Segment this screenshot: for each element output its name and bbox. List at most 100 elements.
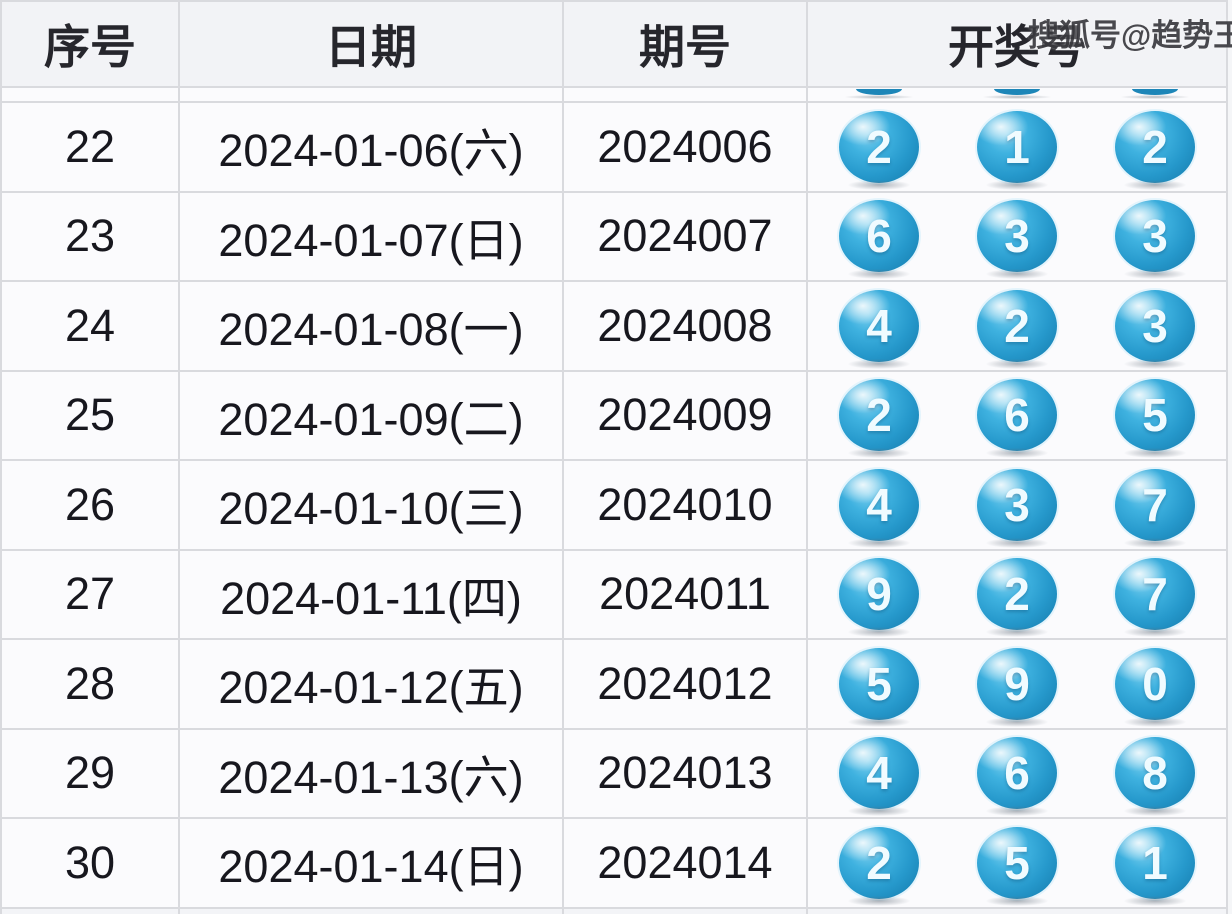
ball-number: 3 (1004, 210, 1030, 263)
lottery-ball: 4 (839, 289, 919, 369)
ball-number: 2 (866, 120, 892, 173)
date-cell: 2024-01-09(二) (180, 371, 564, 461)
ball-number: 4 (866, 478, 892, 531)
table-row: 27 2024-01-11(四) 2024011 9 2 7 (2, 550, 1228, 640)
column-header-numbers: 开奖号 (808, 2, 1228, 88)
lottery-ball: 7 (1115, 468, 1195, 548)
balls-cell: 9 2 7 (808, 550, 1228, 640)
ball-number: 1 (1142, 836, 1168, 889)
balls-cell (808, 88, 1228, 103)
partial-previous-row (2, 88, 1228, 103)
ball-number: 7 (1142, 568, 1168, 621)
balls-cell: 6 3 3 (808, 192, 1228, 282)
seq-cell: 22 (2, 103, 180, 193)
partial-next-row (2, 908, 1228, 914)
seq-cell: 29 (2, 729, 180, 819)
table-row: 23 2024-01-07(日) 2024007 6 3 3 (2, 192, 1228, 282)
ball-number: 5 (1142, 389, 1168, 442)
ball-number: 2 (1004, 568, 1030, 621)
period-cell: 2024011 (564, 550, 808, 640)
seq-cell (2, 88, 180, 103)
period-cell: 2024006 (564, 103, 808, 193)
balls-cell: 4 2 3 (808, 282, 1228, 372)
ball-number: 2 (1004, 299, 1030, 352)
column-header-date: 日期 (180, 2, 564, 88)
ball-number: 9 (1004, 657, 1030, 710)
table-row: 22 2024-01-06(六) 2024006 2 1 2 (2, 103, 1228, 193)
table-header-row: 序号 日期 期号 开奖号 (2, 2, 1228, 88)
balls-cell: 4 6 8 (808, 729, 1228, 819)
balls-cell: 5 9 0 (808, 640, 1228, 730)
table-row: 29 2024-01-13(六) 2024013 4 6 8 (2, 729, 1228, 819)
seq-cell: 30 (2, 819, 180, 909)
period-cell (564, 88, 808, 103)
ball-remnant (977, 88, 1057, 99)
period-cell: 2024009 (564, 371, 808, 461)
date-cell: 2024-01-10(三) (180, 461, 564, 551)
ball-number: 4 (866, 747, 892, 800)
lottery-ball: 3 (1115, 289, 1195, 369)
table-row: 28 2024-01-12(五) 2024012 5 9 0 (2, 640, 1228, 730)
seq-cell: 25 (2, 371, 180, 461)
lottery-ball: 1 (1115, 826, 1195, 906)
lottery-ball: 6 (977, 737, 1057, 817)
ball-remnant (1115, 88, 1195, 99)
period-cell: 2024007 (564, 192, 808, 282)
ball-number: 7 (1142, 478, 1168, 531)
ball-number: 9 (866, 568, 892, 621)
lottery-ball: 9 (977, 647, 1057, 727)
lottery-ball: 3 (977, 200, 1057, 280)
date-cell (180, 88, 564, 103)
lottery-ball: 9 (839, 558, 919, 638)
date-cell: 2024-01-14(日) (180, 819, 564, 909)
table-row: 30 2024-01-14(日) 2024014 2 5 1 (2, 819, 1228, 909)
ball-number: 1 (1004, 120, 1030, 173)
ball-number: 2 (1142, 120, 1168, 173)
ball-number: 6 (1004, 747, 1030, 800)
seq-cell: 24 (2, 282, 180, 372)
ball-number: 3 (1004, 478, 1030, 531)
ball-number: 0 (1142, 657, 1168, 710)
seq-cell: 23 (2, 192, 180, 282)
lottery-ball: 3 (977, 468, 1057, 548)
date-cell (180, 908, 564, 914)
balls-cell (808, 908, 1228, 914)
column-header-seq: 序号 (2, 2, 180, 88)
date-cell: 2024-01-08(一) (180, 282, 564, 372)
lottery-ball: 4 (839, 468, 919, 548)
lottery-ball: 2 (839, 826, 919, 906)
lottery-ball: 2 (1115, 110, 1195, 190)
period-cell: 2024013 (564, 729, 808, 819)
lottery-ball: 7 (1115, 558, 1195, 638)
lottery-ball: 6 (839, 200, 919, 280)
lottery-ball: 3 (1115, 200, 1195, 280)
table-row: 26 2024-01-10(三) 2024010 4 3 7 (2, 461, 1228, 551)
date-cell: 2024-01-13(六) (180, 729, 564, 819)
lottery-ball: 5 (977, 826, 1057, 906)
date-cell: 2024-01-11(四) (180, 550, 564, 640)
balls-cell: 2 5 1 (808, 819, 1228, 909)
balls-cell: 2 6 5 (808, 371, 1228, 461)
ball-number: 2 (866, 836, 892, 889)
lottery-ball: 8 (1115, 737, 1195, 817)
seq-cell: 27 (2, 550, 180, 640)
period-cell: 2024012 (564, 640, 808, 730)
date-cell: 2024-01-12(五) (180, 640, 564, 730)
seq-cell: 26 (2, 461, 180, 551)
ball-number: 4 (866, 299, 892, 352)
ball-number: 6 (1004, 389, 1030, 442)
period-cell: 2024008 (564, 282, 808, 372)
ball-number: 5 (866, 657, 892, 710)
period-cell: 2024010 (564, 461, 808, 551)
watermark: 搜狐号@趋势王 (1028, 18, 1232, 53)
balls-cell: 4 3 7 (808, 461, 1228, 551)
lottery-ball: 6 (977, 379, 1057, 459)
lottery-ball: 2 (977, 289, 1057, 369)
column-header-period: 期号 (564, 2, 808, 88)
period-cell: 2024014 (564, 819, 808, 909)
period-cell (564, 908, 808, 914)
ball-number: 3 (1142, 299, 1168, 352)
table-row: 24 2024-01-08(一) 2024008 4 2 3 (2, 282, 1228, 372)
date-cell: 2024-01-06(六) (180, 103, 564, 193)
